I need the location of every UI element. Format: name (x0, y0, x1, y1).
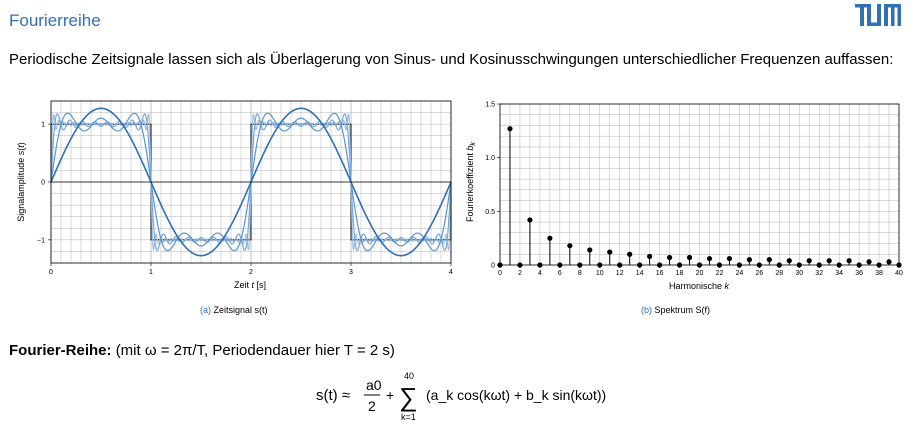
spectrum-x-tick-label: 8 (578, 270, 582, 277)
spectrum-point (806, 258, 812, 264)
spectrum-point (507, 126, 513, 132)
spectrum-grid (499, 103, 900, 266)
spectrum-chart: 0 2 4 6 8 10 12 14 16 18 20 22 24 26 28 30 32 34 36 38 4000.… (465, 102, 903, 292)
spectrum-point (786, 258, 792, 264)
formula-plus: + (386, 387, 394, 403)
spectrum-point (647, 253, 653, 260)
spectrum-y-tick-label: 1.5 (485, 102, 495, 109)
signal-y-tick-label: −1 (37, 237, 45, 244)
spectrum-x-tick-label: 18 (676, 270, 684, 277)
spectrum-x-tick-label: 22 (716, 270, 724, 277)
spectrum-point (527, 217, 533, 223)
spectrum-y-tick-label: 0 (491, 263, 495, 270)
spectrum-caption-label: (b) (641, 305, 652, 315)
fourier-series-heading-bold: Fourier-Reihe: (9, 342, 112, 359)
spectrum-point (627, 251, 633, 257)
formula-body: (a_k cos(kωt) + b_k sin(kωt)) (426, 387, 606, 403)
formula-sum-sign: ∑ (399, 382, 418, 412)
spectrum-point (567, 243, 573, 249)
signal-x-axis-label: Zeit t [s] (234, 280, 266, 290)
spectrum-x-tick-label: 4 (538, 270, 542, 277)
signal-axes: 0 1 2 3 4 −1 0 1 (37, 100, 453, 276)
spectrum-x-tick-label: 6 (558, 270, 562, 277)
fourier-series-heading: Fourier-Reihe: (mit ω = 2π/T, Periodenda… (9, 342, 395, 359)
spectrum-point (746, 257, 752, 263)
signal-caption-label: (a) (200, 305, 211, 315)
spectrum-y-axis-label: Fourierkoeffizient bk (465, 142, 477, 222)
spectrum-stems (497, 126, 902, 268)
spectrum-axes: 0 2 4 6 8 10 12 14 16 18 20 22 24 26 28 30 32 34 36 38 4000.… (485, 102, 903, 278)
spectrum-point (866, 259, 872, 265)
spectrum-y-tick-label: 0.5 (485, 209, 495, 216)
spectrum-x-tick-label: 30 (795, 270, 803, 277)
spectrum-point (686, 254, 693, 261)
spectrum-x-tick-label: 12 (616, 270, 624, 277)
signal-x-tick-label: 0 (49, 269, 53, 276)
intro-text: Periodische Zeitsignale lassen sich als … (9, 51, 894, 68)
signal-x-tick-label: 2 (249, 269, 253, 276)
spectrum-x-tick-label: 20 (696, 270, 704, 277)
page-title: Fourierreihe (9, 11, 101, 30)
spectrum-x-tick-label: 28 (775, 270, 783, 277)
spectrum-x-tick-label: 2 (518, 270, 522, 277)
fourier-series-heading-rest: (mit ω = 2π/T, Periodendauer hier T = 2 … (115, 342, 395, 359)
spectrum-point (587, 247, 593, 253)
signal-chart: 0 1 2 3 4 −1 0 1 Zeit t [s] Signalamplitude s(t… (16, 100, 453, 290)
spectrum-point (726, 255, 733, 262)
signal-x-tick-label: 1 (149, 269, 153, 276)
spectrum-point (826, 258, 832, 264)
signal-x-tick-label: 3 (349, 269, 353, 276)
formula-numerator: a0 (366, 377, 382, 393)
signal-caption: (a) Zeitsignal s(t) (200, 305, 268, 315)
spectrum-point (607, 249, 613, 255)
spectrum-point (666, 254, 673, 261)
formula-sum-upper: 40 (404, 371, 414, 381)
tum-logo (855, 4, 901, 26)
spectrum-x-tick-label: 26 (755, 270, 763, 277)
spectrum-x-tick-label: 34 (835, 270, 843, 277)
spectrum-x-axis-label: Harmonische k (669, 281, 730, 291)
spectrum-y-tick-label: 1.0 (485, 155, 495, 162)
spectrum-caption-text: Spektrum S(f) (654, 305, 711, 315)
spectrum-x-tick-label: 32 (815, 270, 823, 277)
signal-y-tick-label: 1 (41, 122, 45, 129)
spectrum-x-tick-label: 40 (895, 270, 903, 277)
spectrum-x-tick-label: 38 (875, 270, 883, 277)
spectrum-x-tick-label: 24 (736, 270, 744, 277)
formula-denominator: 2 (368, 398, 376, 414)
spectrum-point (846, 258, 852, 264)
spectrum-x-tick-label: 10 (596, 270, 604, 277)
formula-sum-lower: k=1 (401, 412, 416, 422)
signal-y-tick-label: 0 (41, 180, 45, 187)
spectrum-point (766, 257, 772, 263)
signal-caption-text: Zeitsignal s(t) (213, 305, 268, 315)
signal-y-axis-label: Signalamplitude s(t) (16, 142, 26, 222)
spectrum-x-tick-label: 16 (656, 270, 664, 277)
spectrum-x-tick-label: 0 (498, 270, 502, 277)
spectrum-point (547, 235, 553, 241)
spectrum-point (706, 255, 713, 262)
spectrum-caption: (b) Spektrum S(f) (641, 305, 710, 315)
fourier-formula: s(t) ≈ a0 2 + 40 ∑ k=1 (a_k cos(kωt) + b… (316, 371, 606, 422)
spectrum-x-tick-label: 14 (636, 270, 644, 277)
spectrum-x-tick-label: 36 (855, 270, 863, 277)
signal-x-tick-label: 4 (449, 269, 453, 276)
spectrum-point (886, 259, 892, 265)
formula-lhs: s(t) ≈ (316, 387, 350, 404)
